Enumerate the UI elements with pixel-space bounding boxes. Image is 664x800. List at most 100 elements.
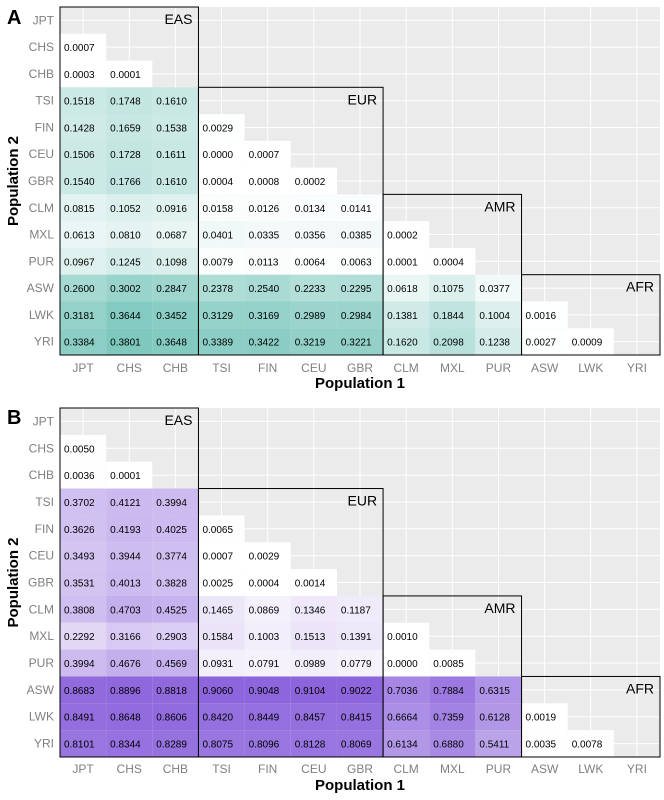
heatmap-cell [336, 328, 384, 355]
cell-value-label: 0.8683 [64, 686, 95, 697]
y-tick-label: MXL [29, 228, 54, 242]
heatmap-cell [106, 140, 153, 168]
heatmap-cell [383, 649, 430, 677]
cell-value-label: 0.8415 [341, 713, 372, 724]
panel-letter-a: A [7, 7, 21, 29]
cell-value-label: 0.0000 [387, 659, 418, 670]
heatmap-cell [198, 167, 245, 195]
cell-value-label: 0.0869 [249, 605, 280, 616]
heatmap-cell [475, 274, 522, 302]
heatmap-cell [244, 221, 291, 248]
heatmap-cell [106, 595, 153, 623]
cell-value-label: 0.3169 [249, 311, 280, 322]
y-tick-label: CHB [29, 67, 54, 81]
cell-value-label: 0.2540 [249, 284, 280, 295]
heatmap-cell [60, 461, 107, 489]
cell-value-label: 0.1391 [341, 632, 372, 643]
heatmap-cell [198, 247, 245, 275]
heatmap-cell [429, 328, 476, 355]
heatmap-cell [152, 515, 199, 543]
cell-value-label: 0.1518 [64, 97, 95, 108]
heatmap-cell [60, 87, 107, 115]
x-tick-label: MXL [440, 762, 465, 776]
cell-value-label: 0.0001 [387, 257, 418, 268]
heatmap-cell [429, 247, 476, 275]
heatmap-cell [521, 328, 568, 355]
heatmap-cell [60, 542, 107, 570]
cell-value-label: 0.8101 [64, 740, 95, 751]
group-label-eur: EUR [348, 91, 378, 107]
heatmap-cell [290, 569, 337, 596]
heatmap-cell [60, 515, 107, 543]
group-label-eur: EUR [348, 493, 378, 509]
y-tick-label: ASW [27, 281, 55, 295]
cell-value-label: 0.7036 [387, 686, 418, 697]
heatmap-cell [290, 221, 337, 248]
cell-value-label: 0.8896 [110, 686, 141, 697]
cell-value-label: 0.4013 [110, 579, 141, 590]
cell-value-label: 0.0401 [202, 231, 233, 242]
heatmap-cell [475, 730, 522, 757]
heatmap-cell [336, 221, 384, 248]
cell-value-label: 0.8420 [202, 713, 233, 724]
y-tick-label: JPT [33, 414, 55, 428]
cell-value-label: 0.0916 [156, 204, 187, 215]
heatmap-cell [152, 542, 199, 570]
x-tick-label: LWK [578, 762, 603, 776]
cell-value-label: 0.0004 [433, 257, 464, 268]
cell-value-label: 0.0014 [295, 579, 326, 590]
cell-value-label: 0.0931 [202, 659, 233, 670]
cell-value-label: 0.1844 [433, 311, 464, 322]
heatmap-cell [198, 515, 245, 543]
cell-value-label: 0.8069 [341, 740, 372, 751]
heatmap-cell [106, 488, 153, 516]
heatmap-cell [60, 247, 107, 275]
cell-value-label: 0.0050 [64, 444, 95, 455]
heatmap-cell [106, 221, 153, 248]
heatmap-cell [336, 703, 384, 731]
cell-value-label: 0.8648 [110, 713, 141, 724]
heatmap-cell [244, 622, 291, 650]
heatmap-cell [244, 730, 291, 757]
heatmap-cell [383, 676, 430, 704]
cell-value-label: 0.8818 [156, 686, 187, 697]
cell-value-label: 0.1245 [110, 257, 141, 268]
x-tick-label: FIN [258, 762, 277, 776]
heatmap-cell [383, 274, 430, 302]
heatmap-cell [152, 301, 199, 329]
cell-value-label: 0.3944 [110, 552, 141, 563]
x-tick-label: TSI [212, 361, 231, 375]
cell-value-label: 0.8128 [295, 740, 326, 751]
x-tick-label: ASW [531, 361, 559, 375]
heatmap-cell [336, 301, 384, 329]
cell-value-label: 0.0158 [202, 204, 233, 215]
cell-value-label: 0.4569 [156, 659, 187, 670]
heatmap-cell [383, 247, 430, 275]
heatmap-cell [152, 140, 199, 168]
group-box-afr [521, 274, 661, 356]
heatmap-cell [475, 676, 522, 704]
heatmap-cell [244, 247, 291, 275]
cell-value-label: 0.4193 [110, 525, 141, 536]
cell-value-label: 0.1003 [249, 632, 280, 643]
cell-value-label: 0.1346 [295, 605, 326, 616]
cell-value-label: 0.1004 [479, 311, 510, 322]
cell-value-label: 0.3808 [64, 605, 95, 616]
cell-value-label: 0.3384 [64, 338, 95, 349]
y-tick-label: CEU [29, 549, 54, 563]
y-tick-label: FIN [35, 120, 54, 134]
cell-value-label: 0.2233 [295, 284, 326, 295]
heatmap-cell [244, 301, 291, 329]
x-tick-label: LWK [578, 361, 603, 375]
cell-value-label: 0.0078 [572, 740, 603, 751]
cell-value-label: 0.8096 [249, 740, 280, 751]
y-tick-label: GBR [28, 174, 54, 188]
heatmap-cell [106, 114, 153, 141]
heatmap-cell [106, 676, 153, 704]
x-tick-label: CHB [163, 762, 188, 776]
heatmap-cell [290, 622, 337, 650]
cell-value-label: 0.2903 [156, 632, 187, 643]
heatmap-cell [336, 247, 384, 275]
heatmap-cell [290, 194, 337, 222]
cell-value-label: 0.8075 [202, 740, 233, 751]
